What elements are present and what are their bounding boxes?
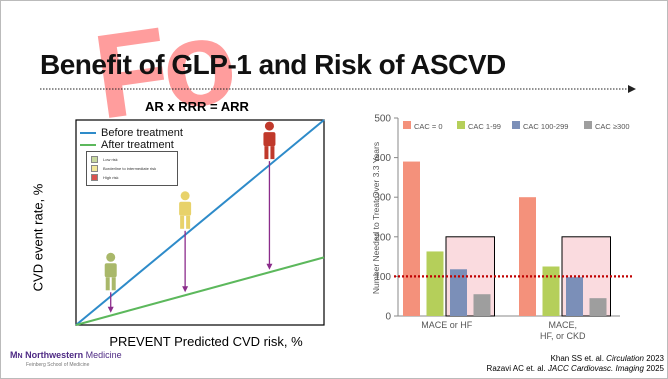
bar-category-label: MACE, (548, 320, 577, 330)
bar-y-tick-label: 0 (385, 312, 391, 323)
bar-legend-label-0: CAC = 0 (414, 122, 443, 131)
citation-2-authors: Razavi AC et. al. (486, 364, 546, 373)
bar-legend-label-3: CAC ≥300 (595, 122, 630, 131)
logo-name: Northwestern (25, 350, 84, 360)
left-legend: Before treatment After treatment (80, 127, 183, 151)
person-intermediate-risk-icon (179, 191, 192, 229)
risk-legend-high: High risk (91, 173, 173, 182)
citations: Khan SS et. al. Circulation 2023 Razavi … (487, 354, 664, 374)
bar-y-tick-label: 100 (374, 272, 391, 283)
bar-y-axis-label: Number Needed to Treat Over 3.3 Years (371, 142, 381, 294)
bar-legend-swatch-1 (457, 121, 465, 129)
citation-1-year: 2023 (646, 354, 664, 363)
risk-legend-mid: Borderline to intermediate risk (91, 164, 173, 173)
risk-legend: Low risk Borderline to intermediate risk… (86, 151, 178, 186)
citation-2: Razavi AC et. al. JACC Cardiovasc. Imagi… (487, 364, 664, 374)
citation-1: Khan SS et. al. Circulation 2023 (487, 354, 664, 364)
bar-legend-swatch-2 (512, 121, 520, 129)
risk-reduction-arrowhead-intermediate (182, 286, 189, 293)
bar-mace-hf-ckd-series-1 (542, 266, 560, 316)
bar-category-label: MACE or HF (421, 320, 473, 330)
risk-legend-high-label: High risk (103, 175, 119, 180)
bar-mace-hf-series-2 (450, 269, 467, 316)
bar-mace-hf-ckd-series-2 (566, 277, 583, 316)
bar-mace-hf-series-3 (473, 294, 491, 316)
logo-name2: Medicine (85, 350, 122, 360)
after-treatment-line (75, 256, 325, 326)
logo-mark: M (10, 350, 18, 360)
bar-mace-hf-ckd-series-0 (519, 197, 536, 316)
legend-after: After treatment (80, 139, 183, 151)
before-treatment-line (75, 119, 325, 326)
bar-y-tick-label: 200 (374, 232, 391, 243)
legend-before-label: Before treatment (101, 127, 183, 139)
legend-before-swatch (80, 132, 96, 134)
person-low-risk-icon (104, 252, 117, 291)
bar-mace-hf-ckd-series-3 (589, 298, 607, 316)
bar-legend-swatch-3 (584, 121, 592, 129)
logo-subtitle: Feinberg School of Medicine (26, 362, 90, 368)
title-rule-arrow (628, 85, 636, 93)
equation-label: AR x RRR = ARR (145, 99, 249, 114)
risk-legend-low-label: Low risk (103, 157, 118, 162)
bar-mace-hf-series-0 (403, 161, 420, 316)
bar-y-tick-label: 400 (374, 153, 391, 164)
bar-legend-label-2: CAC 100-299 (523, 122, 568, 131)
bar-y-tick-label: 300 (374, 193, 391, 204)
legend-after-label: After treatment (101, 139, 174, 151)
risk-legend-mid-swatch (91, 165, 98, 172)
left-x-axis-label: PREVENT Predicted CVD risk, % (109, 334, 303, 349)
left-chart-frame (75, 119, 325, 326)
legend-after-swatch (80, 144, 96, 146)
bar-legend-swatch-0 (403, 121, 411, 129)
citation-1-journal: Circulation (606, 354, 644, 363)
citation-2-year: 2025 (646, 364, 664, 373)
risk-legend-low-swatch (91, 156, 98, 163)
person-high-risk-icon (263, 121, 276, 160)
bar-legend-label-1: CAC 1-99 (468, 122, 501, 131)
bar-category-label: HF, or CKD (540, 331, 586, 341)
citation-1-authors: Khan SS et. al. (550, 354, 604, 363)
legend-before: Before treatment (80, 127, 183, 139)
slide-title: Benefit of GLP-1 and Risk of ASCVD (40, 49, 506, 80)
risk-legend-high-swatch (91, 174, 98, 181)
risk-reduction-arrowhead-high (266, 263, 273, 270)
risk-reduction-arrowhead-low (107, 306, 114, 313)
citation-2-journal: JACC Cardiovasc. Imaging (547, 364, 644, 373)
risk-legend-mid-label: Borderline to intermediate risk (103, 166, 157, 171)
risk-legend-low: Low risk (91, 155, 173, 164)
bar-y-tick-label: 500 (374, 114, 391, 125)
northwestern-logo: MN Northwestern Medicine (10, 350, 122, 360)
bar-mace-hf-series-1 (426, 251, 444, 316)
